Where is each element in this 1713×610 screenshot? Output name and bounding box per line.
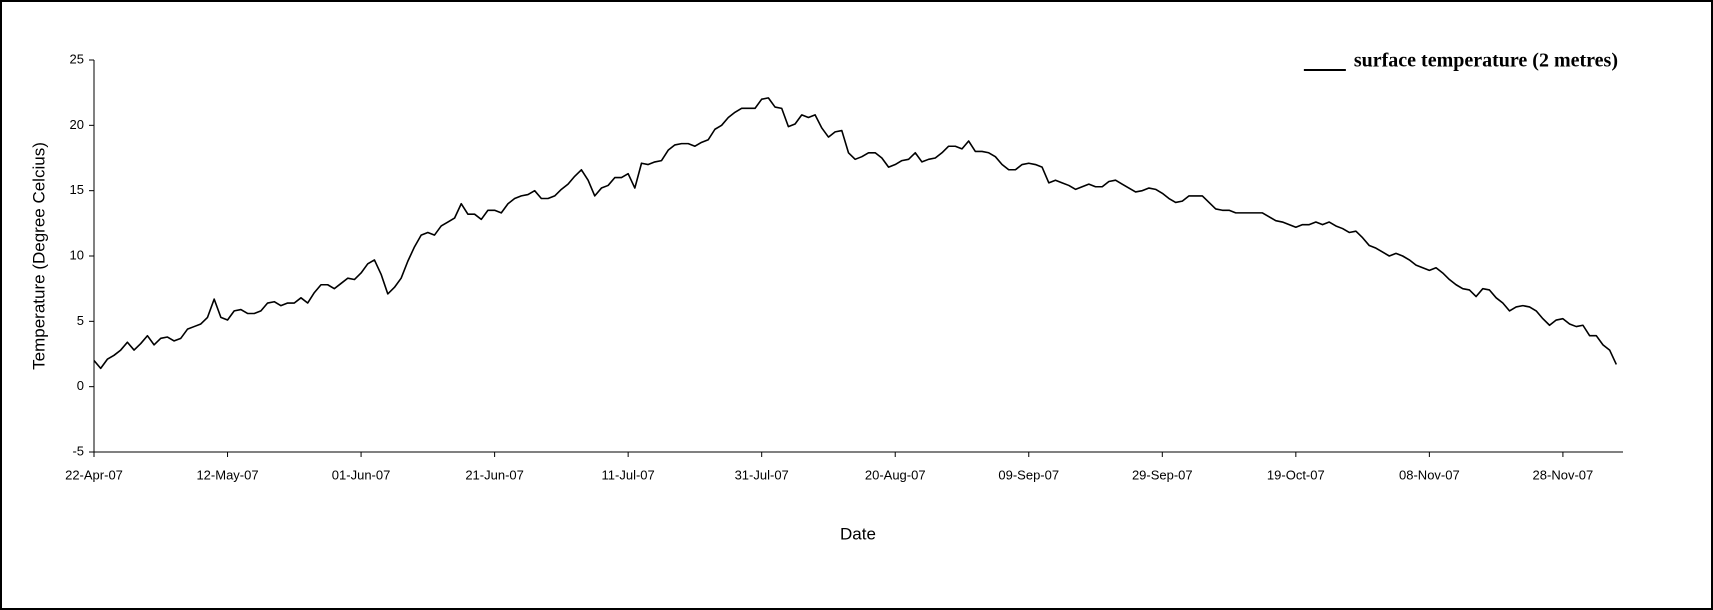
x-tick-label: 21-Jun-07	[465, 467, 524, 482]
x-tick-label: 09-Sep-07	[998, 467, 1059, 482]
series-line	[93, 97, 1618, 370]
x-tick-label: 28-Nov-07	[1533, 467, 1594, 482]
x-axis-title: Date	[840, 524, 876, 543]
y-tick-label: 5	[77, 313, 84, 328]
y-tick-label: 10	[70, 247, 84, 262]
x-tick-label: 12-May-07	[196, 467, 258, 482]
y-tick-label: 0	[77, 378, 84, 393]
x-tick-label: 31-Jul-07	[735, 467, 789, 482]
x-tick-label: 20-Aug-07	[865, 467, 926, 482]
y-axis-title: Temperature (Degree Celcius)	[29, 142, 48, 370]
x-tick-label: 29-Sep-07	[1132, 467, 1193, 482]
y-tick-label: 15	[70, 182, 84, 197]
x-tick-label: 08-Nov-07	[1399, 467, 1460, 482]
x-tick-label: 19-Oct-07	[1267, 467, 1325, 482]
y-tick-label: 25	[70, 51, 84, 66]
y-tick-label: -5	[72, 443, 84, 458]
x-tick-label: 11-Jul-07	[602, 467, 655, 482]
legend-label: surface temperature (2 metres)	[1354, 50, 1618, 72]
x-tick-label: 01-Jun-07	[332, 467, 391, 482]
y-tick-label: 20	[70, 117, 84, 132]
x-tick-label: 22-Apr-07	[65, 467, 123, 482]
